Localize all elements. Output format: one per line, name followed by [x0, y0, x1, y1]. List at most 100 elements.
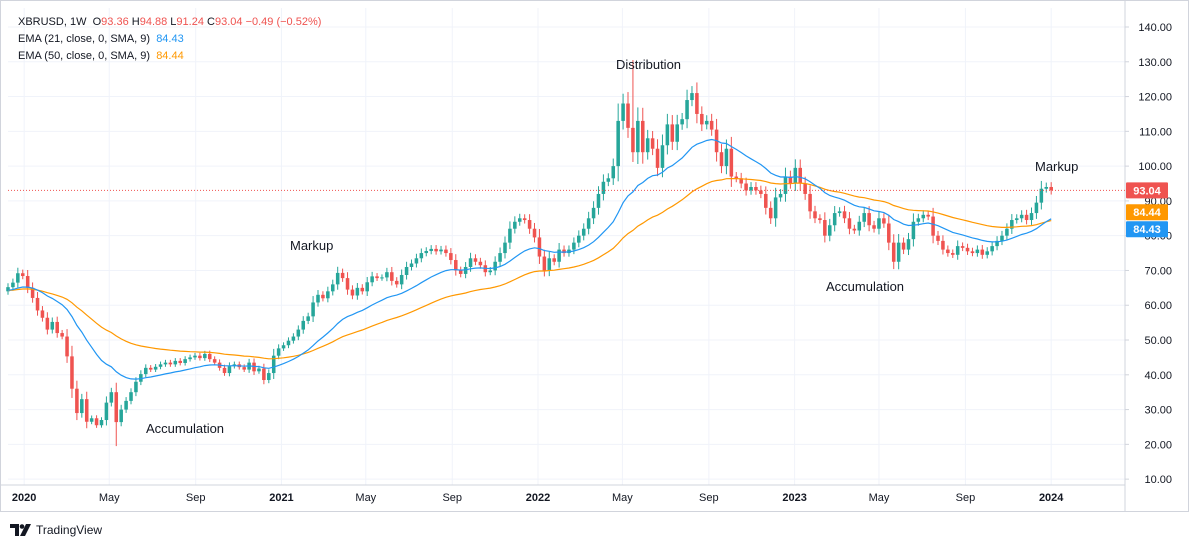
low-label: L [170, 16, 177, 28]
candle-body [1049, 186, 1053, 191]
candle-body [271, 355, 276, 374]
annotation-accumulation-1: Accumulation [146, 421, 225, 436]
candle-body [385, 272, 389, 278]
candle-body [296, 329, 301, 337]
candle-body [503, 242, 507, 254]
candle-body [695, 93, 699, 114]
candle-body [818, 218, 822, 221]
candle-body [429, 248, 433, 251]
candle-body [60, 333, 64, 337]
candle-body [936, 235, 940, 241]
candle-body [896, 242, 901, 262]
tradingview-brand[interactable]: TradingView [10, 523, 102, 537]
time-tick-label: May [355, 492, 376, 504]
candle-body [424, 250, 429, 254]
candle-body [749, 186, 753, 191]
change-value: −0.49 (−0.52%) [245, 16, 322, 28]
candle-body [813, 211, 817, 219]
price-tag-label: 84.43 [1133, 224, 1161, 236]
candle-body [700, 113, 704, 125]
time-tick-label: 2022 [526, 492, 550, 504]
candle-body [360, 287, 365, 292]
annotation-accumulation-2: Accumulation [826, 279, 905, 294]
candle-body [124, 400, 128, 410]
candle-body [951, 253, 955, 255]
candle-body [375, 276, 379, 279]
candle-body [414, 258, 419, 264]
candle-body [306, 316, 310, 321]
candle-body [832, 213, 837, 226]
candle-body [788, 176, 793, 184]
candle-body [901, 242, 906, 250]
candle-body [463, 266, 468, 274]
candle-body [345, 278, 350, 290]
candle-body [355, 287, 360, 296]
candle-body [30, 287, 35, 298]
candle-body [985, 251, 989, 255]
ema21-row[interactable]: EMA (21, close, 0, SMA, 9) 84.43 [18, 31, 321, 48]
candle-body [577, 235, 581, 243]
candle-body [409, 263, 414, 267]
candle-body [990, 246, 994, 252]
candle-body [80, 399, 84, 414]
candle-body [99, 420, 104, 426]
candle-body [444, 249, 448, 254]
price-tick-label: 50.00 [1144, 335, 1172, 347]
candle-body [729, 148, 734, 177]
candle-body [955, 246, 960, 255]
symbol-label[interactable]: XBRUSD, 1W [18, 16, 87, 28]
candle-body [316, 294, 320, 303]
candle-body [601, 181, 606, 194]
annotation-markup-2: Markup [1035, 159, 1079, 174]
candle-body [965, 247, 970, 252]
candle-body [370, 276, 374, 283]
annotation-distribution: Distribution [616, 57, 682, 72]
candle-body [616, 120, 620, 167]
close-value: 93.04 [214, 16, 243, 28]
candle-body [50, 321, 55, 330]
time-tick-label: 2020 [12, 492, 36, 504]
candle-body [660, 145, 665, 168]
price-tag [1126, 182, 1168, 199]
candle-body [16, 273, 20, 283]
open-value: 93.36 [101, 16, 129, 28]
chart-legend: XBRUSD, 1W O93.36 H94.88 L91.24 C93.04 −… [18, 14, 321, 65]
candle-body [513, 221, 517, 229]
candle-body [193, 355, 197, 358]
candle-body [759, 190, 763, 194]
candle-body [119, 409, 123, 423]
candle-body [734, 176, 739, 179]
candle-body [227, 366, 232, 374]
candle-body [498, 253, 502, 262]
candle-body [198, 355, 202, 359]
candle-body [380, 277, 384, 279]
candle-body [837, 211, 842, 214]
candle-body [153, 366, 158, 370]
ema50-row[interactable]: EMA (50, close, 0, SMA, 9) 84.44 [18, 48, 321, 65]
candle-body [527, 220, 532, 229]
candle-body [45, 317, 50, 330]
candle-body [724, 148, 729, 167]
candle-body [581, 228, 586, 236]
candle-body [188, 357, 192, 360]
candle-body [75, 388, 79, 414]
candle-body [645, 138, 650, 153]
candle-body [532, 228, 537, 238]
candle-body [257, 368, 261, 372]
annotation-markup-1: Markup [290, 238, 334, 253]
candle-body [1034, 202, 1039, 214]
candle-body [517, 218, 522, 222]
brand-name: TradingView [36, 523, 103, 537]
candle-body [11, 282, 15, 288]
candle-body [55, 321, 59, 334]
candle-body [1010, 220, 1014, 229]
price-tag-label: 93.04 [1133, 185, 1161, 197]
candle-body [704, 120, 709, 125]
ema50-value: 84.44 [156, 50, 184, 62]
candle-body [286, 340, 291, 346]
candle-body [847, 218, 852, 229]
candle-body [65, 336, 69, 357]
candle-body [1005, 228, 1009, 236]
candle-body [139, 374, 143, 382]
